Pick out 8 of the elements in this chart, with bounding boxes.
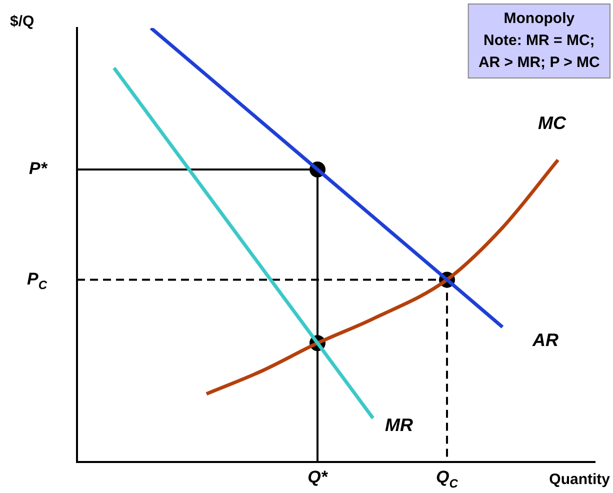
series-label: MC — [538, 112, 567, 133]
series-label: MR — [385, 415, 413, 436]
x-axis-title: Quantity — [549, 471, 611, 488]
x-tick-label: Q* — [308, 468, 329, 487]
series-label: AR — [532, 330, 558, 350]
annotation: Monopoly Note: MR = MC; AR > MR; P > MC — [478, 10, 600, 72]
y-axis-title: $/Q — [10, 13, 35, 30]
ref-line-label: P* — [29, 159, 48, 178]
